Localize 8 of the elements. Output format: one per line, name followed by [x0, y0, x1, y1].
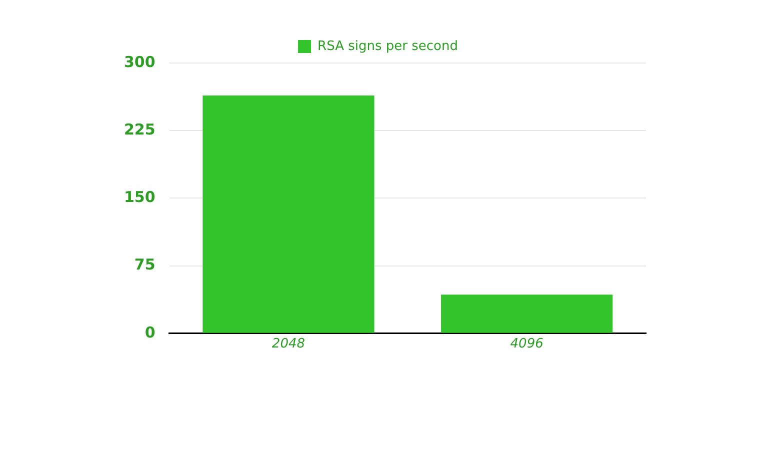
x-tick-label: 2048: [272, 336, 306, 352]
legend-label: RSA signs per second: [318, 38, 458, 54]
y-tick-label: 150: [124, 188, 156, 206]
y-tick-label: 300: [124, 52, 156, 71]
y-tick-label: 0: [144, 323, 156, 342]
y-tick-label: 225: [124, 120, 156, 138]
y-tick-label: 75: [134, 256, 156, 274]
x-tick-label: 4096: [510, 336, 544, 352]
